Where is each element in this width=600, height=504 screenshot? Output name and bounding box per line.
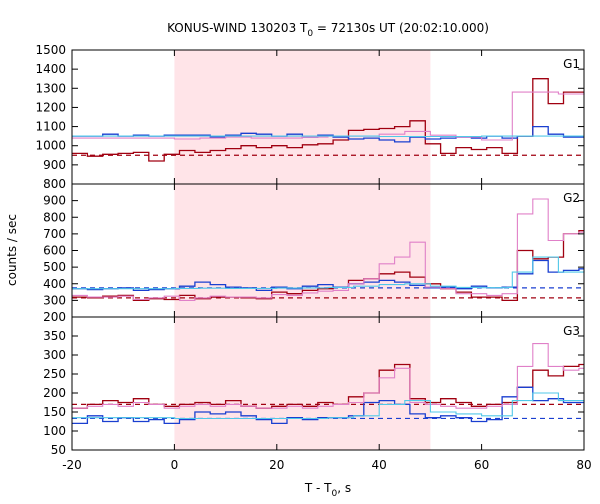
y-tick-label: 200	[43, 386, 66, 400]
y-tick-label: 300	[43, 293, 66, 307]
y-tick-label: 1200	[35, 100, 66, 114]
y-axis-label: counts / sec	[5, 214, 19, 286]
y-tick-label: 1400	[35, 62, 66, 76]
y-tick-label: 1000	[35, 139, 66, 153]
plot-area: 800900100011001200130014001500G120030040…	[35, 43, 591, 472]
x-axis-label-rest: , s	[337, 481, 351, 495]
y-tick-label: 800	[43, 210, 66, 224]
y-tick-label: 100	[43, 424, 66, 438]
x-tick-label: 80	[576, 458, 591, 472]
x-axis-label: T - T0, s	[304, 481, 351, 499]
y-tick-label: 1500	[35, 43, 66, 57]
y-tick-label: 700	[43, 227, 66, 241]
shaded-interval	[174, 50, 430, 450]
x-tick-label: -20	[62, 458, 82, 472]
y-tick-label: 150	[43, 405, 66, 419]
y-tick-label: 900	[43, 158, 66, 172]
x-tick-label: 60	[474, 458, 489, 472]
x-tick-label: 40	[372, 458, 387, 472]
panel-label: G2	[563, 191, 580, 205]
y-tick-label: 250	[43, 367, 66, 381]
y-tick-label: 200	[43, 310, 66, 324]
y-tick-label: 600	[43, 244, 66, 258]
chart-title-rest: = 72130s UT (20:02:10.000)	[313, 21, 489, 35]
x-tick-label: 0	[171, 458, 179, 472]
panel-label: G1	[563, 57, 580, 71]
y-tick-label: 300	[43, 348, 66, 362]
y-tick-label: 50	[51, 443, 66, 457]
chart-title: KONUS-WIND 130203 T0 = 72130s UT (20:02:…	[167, 21, 489, 39]
y-tick-label: 350	[43, 329, 66, 343]
y-tick-label: 900	[43, 194, 66, 208]
y-tick-label: 800	[43, 177, 66, 191]
x-tick-label: 20	[269, 458, 284, 472]
chart-title-main: KONUS-WIND 130203 T	[167, 21, 308, 35]
y-tick-label: 1300	[35, 81, 66, 95]
y-tick-label: 400	[43, 277, 66, 291]
panel-label: G3	[563, 324, 580, 338]
x-axis-label-main: T - T	[304, 481, 332, 495]
y-tick-label: 1100	[35, 120, 66, 134]
y-tick-label: 500	[43, 260, 66, 274]
